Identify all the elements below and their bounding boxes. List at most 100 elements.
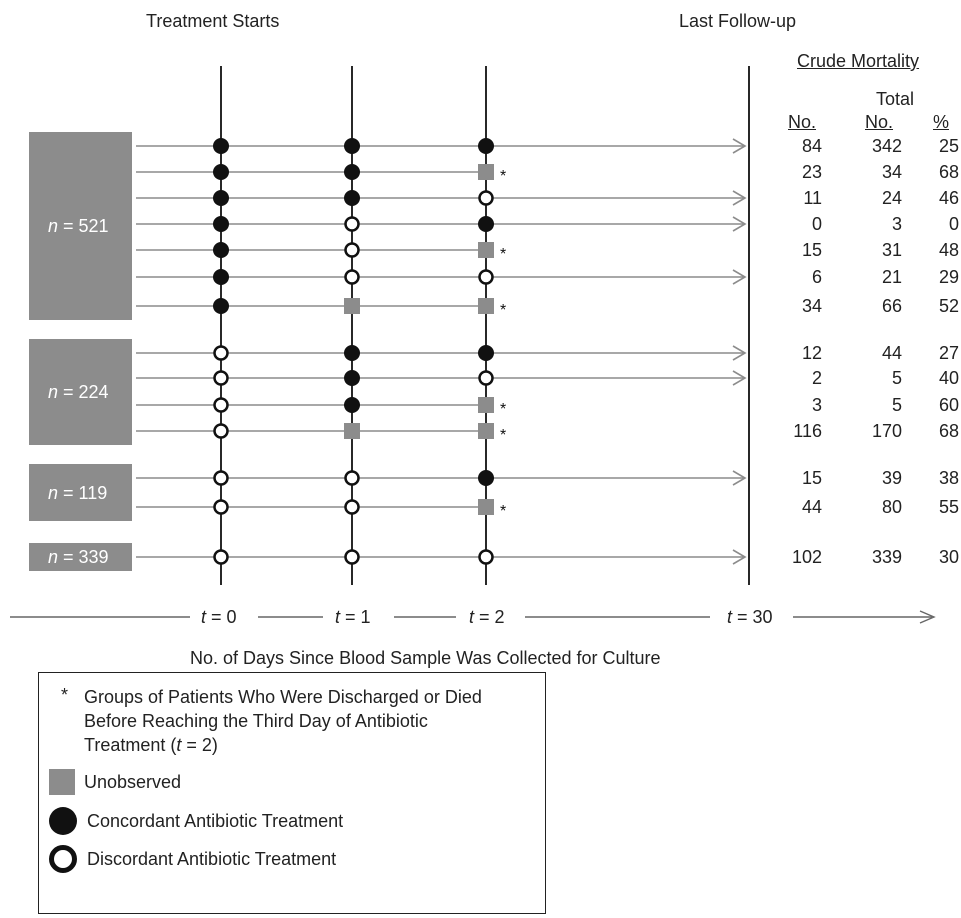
- row-arrowhead: [732, 216, 747, 232]
- star-marker: *: [500, 246, 506, 263]
- mortality-no-cell: 44: [801, 497, 822, 517]
- mortality-total-cell: 34: [881, 162, 902, 182]
- star-marker: *: [500, 168, 506, 185]
- star-marker: *: [500, 427, 506, 444]
- concordant-marker: [344, 164, 360, 180]
- total-column-heading-top: Total: [876, 89, 915, 109]
- mortality-no-cell: 0: [811, 214, 822, 234]
- discordant-marker: [213, 345, 229, 361]
- mortality-no-cell: 15: [801, 240, 822, 260]
- discordant-marker: [213, 470, 229, 486]
- unobserved-marker: [478, 298, 494, 314]
- mortality-total-cell: 3: [891, 214, 902, 234]
- mortality-total-cell: 5: [891, 395, 902, 415]
- mortality-no-cell: 15: [801, 468, 822, 488]
- mortality-no-cell: 2: [811, 368, 822, 388]
- mortality-total-cell: 21: [881, 267, 902, 287]
- mortality-pct-cell: 30: [938, 547, 959, 567]
- mortality-no-cell: 12: [801, 343, 822, 363]
- concordant-marker: [213, 242, 229, 258]
- mortality-pct-cell: 68: [938, 421, 959, 441]
- crude-mortality-heading: Crude Mortality: [797, 51, 920, 71]
- concordant-marker: [344, 345, 360, 361]
- timeline-arrowhead: [919, 610, 936, 624]
- mortality-total-cell: 170: [871, 421, 902, 441]
- legend-box: * Groups of Patients Who Were Discharged…: [38, 672, 546, 914]
- concordant-marker: [478, 216, 494, 232]
- discordant-marker: [344, 549, 360, 565]
- unobserved-marker: [344, 423, 360, 439]
- mortality-total-cell: 24: [881, 188, 902, 208]
- mortality-no-cell: 34: [801, 296, 822, 316]
- row-arrowhead: [732, 370, 747, 386]
- concordant-marker: [213, 298, 229, 314]
- star-marker: *: [500, 503, 506, 520]
- mortality-total-cell: 339: [871, 547, 902, 567]
- discordant-marker: [344, 216, 360, 232]
- mortality-no-cell: 23: [801, 162, 822, 182]
- mortality-pct-cell: 52: [938, 296, 959, 316]
- row-arrowhead: [732, 190, 747, 206]
- concordant-marker: [213, 138, 229, 154]
- treatment-starts-label: Treatment Starts: [146, 11, 280, 31]
- concordant-marker: [344, 370, 360, 386]
- mortality-pct-cell: 25: [938, 136, 959, 156]
- star-marker: *: [500, 302, 506, 319]
- mortality-pct-cell: 60: [938, 395, 959, 415]
- unobserved-marker: [478, 397, 494, 413]
- group-box: [29, 543, 132, 571]
- group-box: [29, 339, 132, 445]
- mortality-no-cell: 116: [793, 421, 822, 441]
- mortality-pct-cell: 27: [938, 343, 959, 363]
- mortality-pct-cell: 40: [938, 368, 959, 388]
- concordant-marker: [213, 164, 229, 180]
- unobserved-marker: [478, 499, 494, 515]
- mortality-pct-cell: 0: [948, 214, 959, 234]
- mortality-pct-cell: 48: [938, 240, 959, 260]
- legend-unobserved-label: Unobserved: [84, 772, 182, 792]
- legend-star-text-line2: Before Reaching the Third Day of Antibio…: [84, 711, 428, 731]
- discordant-marker: [213, 397, 229, 413]
- unobserved-marker: [478, 164, 494, 180]
- percent-column-heading: %: [933, 112, 950, 132]
- mortality-pct-cell: 29: [938, 267, 959, 287]
- legend-star-text-line1: Groups of Patients Who Were Discharged o…: [84, 687, 482, 707]
- group-label: n = 119: [48, 482, 108, 503]
- mortality-total-cell: 66: [881, 296, 902, 316]
- discordant-marker: [478, 269, 494, 285]
- concordant-marker: [213, 216, 229, 232]
- mortality-total-cell: 342: [871, 136, 902, 156]
- concordant-marker: [478, 138, 494, 154]
- star-marker: *: [500, 401, 506, 418]
- legend-concordant-label: Concordant Antibiotic Treatment: [87, 811, 344, 831]
- concordant-marker: [213, 190, 229, 206]
- row-arrowhead: [732, 138, 747, 154]
- legend-star-text-line3: Treatment (t = 2): [84, 735, 218, 755]
- mortality-no-cell: 3: [811, 395, 822, 415]
- row-arrowhead: [732, 549, 747, 565]
- discordant-marker: [478, 549, 494, 565]
- discordant-marker: [213, 499, 229, 515]
- mortality-total-cell: 44: [881, 343, 902, 363]
- last-followup-label: Last Follow-up: [679, 11, 797, 31]
- mortality-total-cell: 31: [881, 240, 902, 260]
- timeline-caption: No. of Days Since Blood Sample Was Colle…: [190, 648, 661, 668]
- group-box: [29, 132, 132, 320]
- treatment-pathway-diagram: * * * * * *: [10, 66, 936, 624]
- discordant-marker-icon: [49, 845, 77, 873]
- unobserved-marker: [478, 423, 494, 439]
- concordant-marker: [344, 397, 360, 413]
- mortality-total-cell: 5: [891, 368, 902, 388]
- timeline-tick-label: t = 1: [335, 607, 371, 627]
- row-arrowhead: [732, 269, 747, 285]
- concordant-marker: [478, 470, 494, 486]
- discordant-marker: [213, 370, 229, 386]
- discordant-marker: [478, 190, 494, 206]
- timeline-tick-label: t = 2: [469, 607, 505, 627]
- discordant-marker: [344, 242, 360, 258]
- discordant-marker: [478, 370, 494, 386]
- mortality-total-cell: 80: [881, 497, 902, 517]
- mortality-pct-cell: 55: [938, 497, 959, 517]
- concordant-marker: [344, 138, 360, 154]
- group-box: [29, 464, 132, 521]
